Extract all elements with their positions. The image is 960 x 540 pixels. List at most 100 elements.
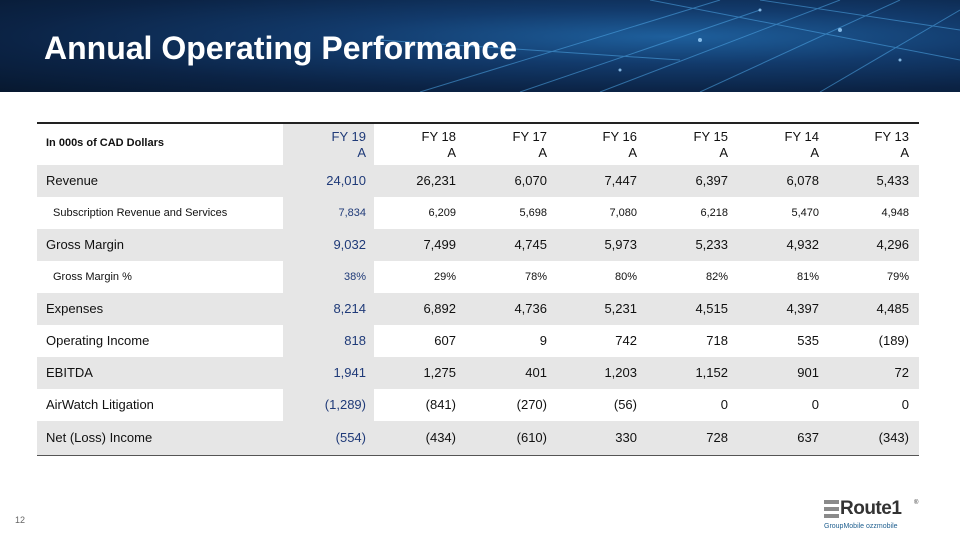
band-ebitda — [37, 357, 919, 389]
table-row-airwatch-litigation: AirWatch Litigation (1,289) (841) (270) … — [37, 389, 919, 421]
table-cell: (343) — [878, 430, 909, 445]
column-header-year: FY 18 — [421, 129, 456, 144]
table-cell: 637 — [797, 430, 819, 445]
column-header-type: A — [900, 145, 909, 160]
table-cell: 8,214 — [333, 301, 366, 316]
table-cell: (189) — [878, 333, 909, 348]
table-cell: 78% — [524, 271, 547, 283]
table-cell: 6,892 — [423, 301, 456, 316]
logo-subline: GroupMobile ozzmobile — [824, 523, 898, 530]
table-cell: (610) — [516, 430, 547, 445]
table-row-ebitda: EBITDA 1,941 1,275 401 1,203 1,152 901 7… — [37, 357, 919, 389]
table-row-gross-margin-pct: Gross Margin % 38% 29% 78% 80% 82% 81% 7… — [37, 261, 919, 293]
table-cell: 7,447 — [604, 173, 637, 188]
column-header: FY 18 A — [374, 129, 456, 161]
table-cell: 9,032 — [333, 237, 366, 252]
page-number: 12 — [15, 515, 26, 525]
column-header: FY 15 A — [646, 129, 728, 161]
band-revenue — [37, 165, 919, 197]
band-net-income — [37, 421, 919, 455]
table-cell: 4,485 — [876, 301, 909, 316]
table-cell: 4,397 — [786, 301, 819, 316]
table-cell: 6,397 — [695, 173, 728, 188]
table-cell: 0 — [811, 397, 819, 412]
route1-mark-icon — [824, 500, 839, 518]
table-row-net-income: Net (Loss) Income (554) (434) (610) 330 … — [37, 422, 919, 454]
table-cell: 0 — [720, 397, 728, 412]
column-header-type: A — [357, 145, 366, 160]
table-cell: 29% — [433, 271, 456, 283]
row-label: Subscription Revenue and Services — [53, 207, 228, 219]
column-header-year: FY 13 — [874, 129, 909, 144]
row-label: Operating Income — [46, 333, 150, 348]
column-header-year: FY 16 — [602, 129, 637, 144]
column-header-year: FY 15 — [693, 129, 728, 144]
unit-label: In 000s of CAD Dollars — [46, 137, 164, 149]
page-title: Annual Operating Performance — [44, 30, 517, 66]
table-cell: 1,152 — [695, 365, 728, 380]
table-cell: 24,010 — [326, 173, 366, 188]
column-header-type: A — [538, 145, 547, 160]
band-expenses — [37, 293, 919, 325]
table-cell: 26,231 — [416, 173, 456, 188]
table-cell: 5,433 — [876, 173, 909, 188]
table-cell: 81% — [796, 271, 819, 283]
table-cell: 4,736 — [514, 301, 547, 316]
table-cell: 742 — [615, 333, 637, 348]
column-header: FY 19 A — [284, 129, 366, 161]
table-cell: 38% — [343, 271, 366, 283]
row-label: AirWatch Litigation — [46, 397, 154, 412]
table-cell: 6,218 — [700, 207, 728, 219]
table-cell: 330 — [615, 430, 637, 445]
table-cell: 718 — [706, 333, 728, 348]
table-cell: 6,078 — [786, 173, 819, 188]
table-row-subscription-revenue: Subscription Revenue and Services 7,834 … — [37, 197, 919, 229]
table-cell: (270) — [516, 397, 547, 412]
row-label: Gross Margin — [46, 237, 125, 252]
table-bottom-rule — [37, 455, 919, 456]
row-label: Revenue — [46, 173, 99, 188]
column-header-type: A — [810, 145, 819, 160]
table-cell: 6,070 — [514, 173, 547, 188]
table-cell: (1,289) — [324, 397, 366, 412]
column-header-type: A — [447, 145, 456, 160]
registered-mark: ® — [914, 500, 919, 506]
table-cell: 1,203 — [604, 365, 637, 380]
header-row: In 000s of CAD Dollars FY 19 A FY 18 A FY … — [37, 124, 919, 165]
table-cell: 5,233 — [695, 237, 728, 252]
row-label: Gross Margin % — [53, 271, 132, 283]
table-cell: 1,275 — [423, 365, 456, 380]
table-cell: 4,745 — [514, 237, 547, 252]
table-cell: 72 — [894, 365, 909, 380]
route1-logo: Route1 ® GroupMobile ozzmobile — [824, 498, 924, 536]
network-lines-graphic — [379, 0, 960, 92]
operating-performance-table: In 000s of CAD Dollars FY 19 A FY 18 A FY … — [37, 122, 919, 456]
band-gross-margin — [37, 229, 919, 261]
table-cell: 4,948 — [881, 207, 909, 219]
table-cell: 0 — [901, 397, 909, 412]
column-header-year: FY 14 — [784, 129, 819, 144]
column-header-year: FY 17 — [512, 129, 547, 144]
table-row-expenses: Expenses 8,214 6,892 4,736 5,231 4,515 4… — [37, 293, 919, 325]
table-cell: 5,231 — [604, 301, 637, 316]
table-cell: 5,973 — [604, 237, 637, 252]
table-cell: 82% — [705, 271, 728, 283]
table-cell: 901 — [797, 365, 819, 380]
column-header: FY 14 A — [737, 129, 819, 161]
table-cell: (841) — [425, 397, 456, 412]
table-cell: 5,698 — [519, 207, 547, 219]
column-header-type: A — [719, 145, 728, 160]
table-cell: 4,296 — [876, 237, 909, 252]
column-header: FY 17 A — [465, 129, 547, 161]
column-header-year: FY 19 — [331, 129, 366, 144]
table-cell: (434) — [425, 430, 456, 445]
table-cell: 6,209 — [428, 207, 456, 219]
table-cell: 4,932 — [786, 237, 819, 252]
table-row-revenue: Revenue 24,010 26,231 6,070 7,447 6,397 … — [37, 165, 919, 197]
logo-wordmark: Route1 — [840, 498, 902, 519]
table-cell: 818 — [344, 333, 366, 348]
table-cell: 5,470 — [791, 207, 819, 219]
column-header: FY 16 A — [555, 129, 637, 161]
table-cell: 79% — [886, 271, 909, 283]
table-cell: 1,941 — [333, 365, 366, 380]
